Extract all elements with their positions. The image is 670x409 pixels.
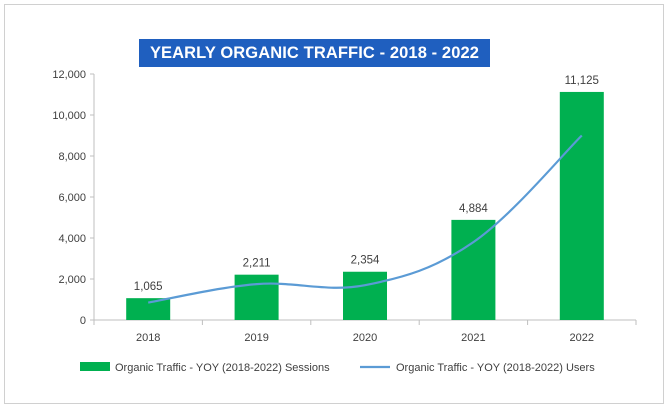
data-label-2018: 1,065 [134,281,163,293]
y-tick-label: 12,000 [52,69,86,81]
x-tick-label: 2020 [353,332,377,344]
bar-2019 [234,274,279,320]
data-label-2020: 2,354 [351,255,380,267]
y-tick-label: 0 [80,315,86,327]
chart-title: YEARLY ORGANIC TRAFFIC - 2018 - 2022 [139,39,490,67]
data-label-2022: 11,125 [565,75,599,87]
x-tick-label: 2022 [570,332,594,344]
bar-2022 [559,91,604,320]
y-tick-label: 10,000 [52,110,86,122]
y-tick-label: 6,000 [58,192,86,204]
x-tick-label: 2019 [244,332,268,344]
y-tick-label: 2,000 [58,274,86,286]
legend-sessions-label: Organic Traffic - YOY (2018-2022) Sessio… [115,362,330,374]
data-label-2021: 4,884 [459,203,488,215]
bar-2020 [343,271,387,320]
x-tick-label: 2018 [136,332,160,344]
bars [126,91,604,320]
users-line-layer [148,134,583,304]
y-tick-label: 8,000 [58,151,86,163]
legend: Organic Traffic - YOY (2018-2022) Sessio… [80,362,595,374]
y-tick-label: 4,000 [58,233,86,245]
x-tick-label: 2021 [461,332,485,344]
bar-2018 [126,298,171,320]
legend-users-label: Organic Traffic - YOY (2018-2022) Users [396,362,595,374]
legend-sessions-swatch [80,362,110,371]
axes: 0 2,000 4,000 6,000 8,000 10,000 12,000 2018 201… [52,69,637,344]
bar-2021 [451,219,496,320]
data-labels: 1,065 2,211 2,354 4,884 11,125 [134,75,599,293]
chart-frame [4,4,664,404]
users-series-line [148,134,583,304]
data-label-2019: 2,211 [243,258,271,270]
